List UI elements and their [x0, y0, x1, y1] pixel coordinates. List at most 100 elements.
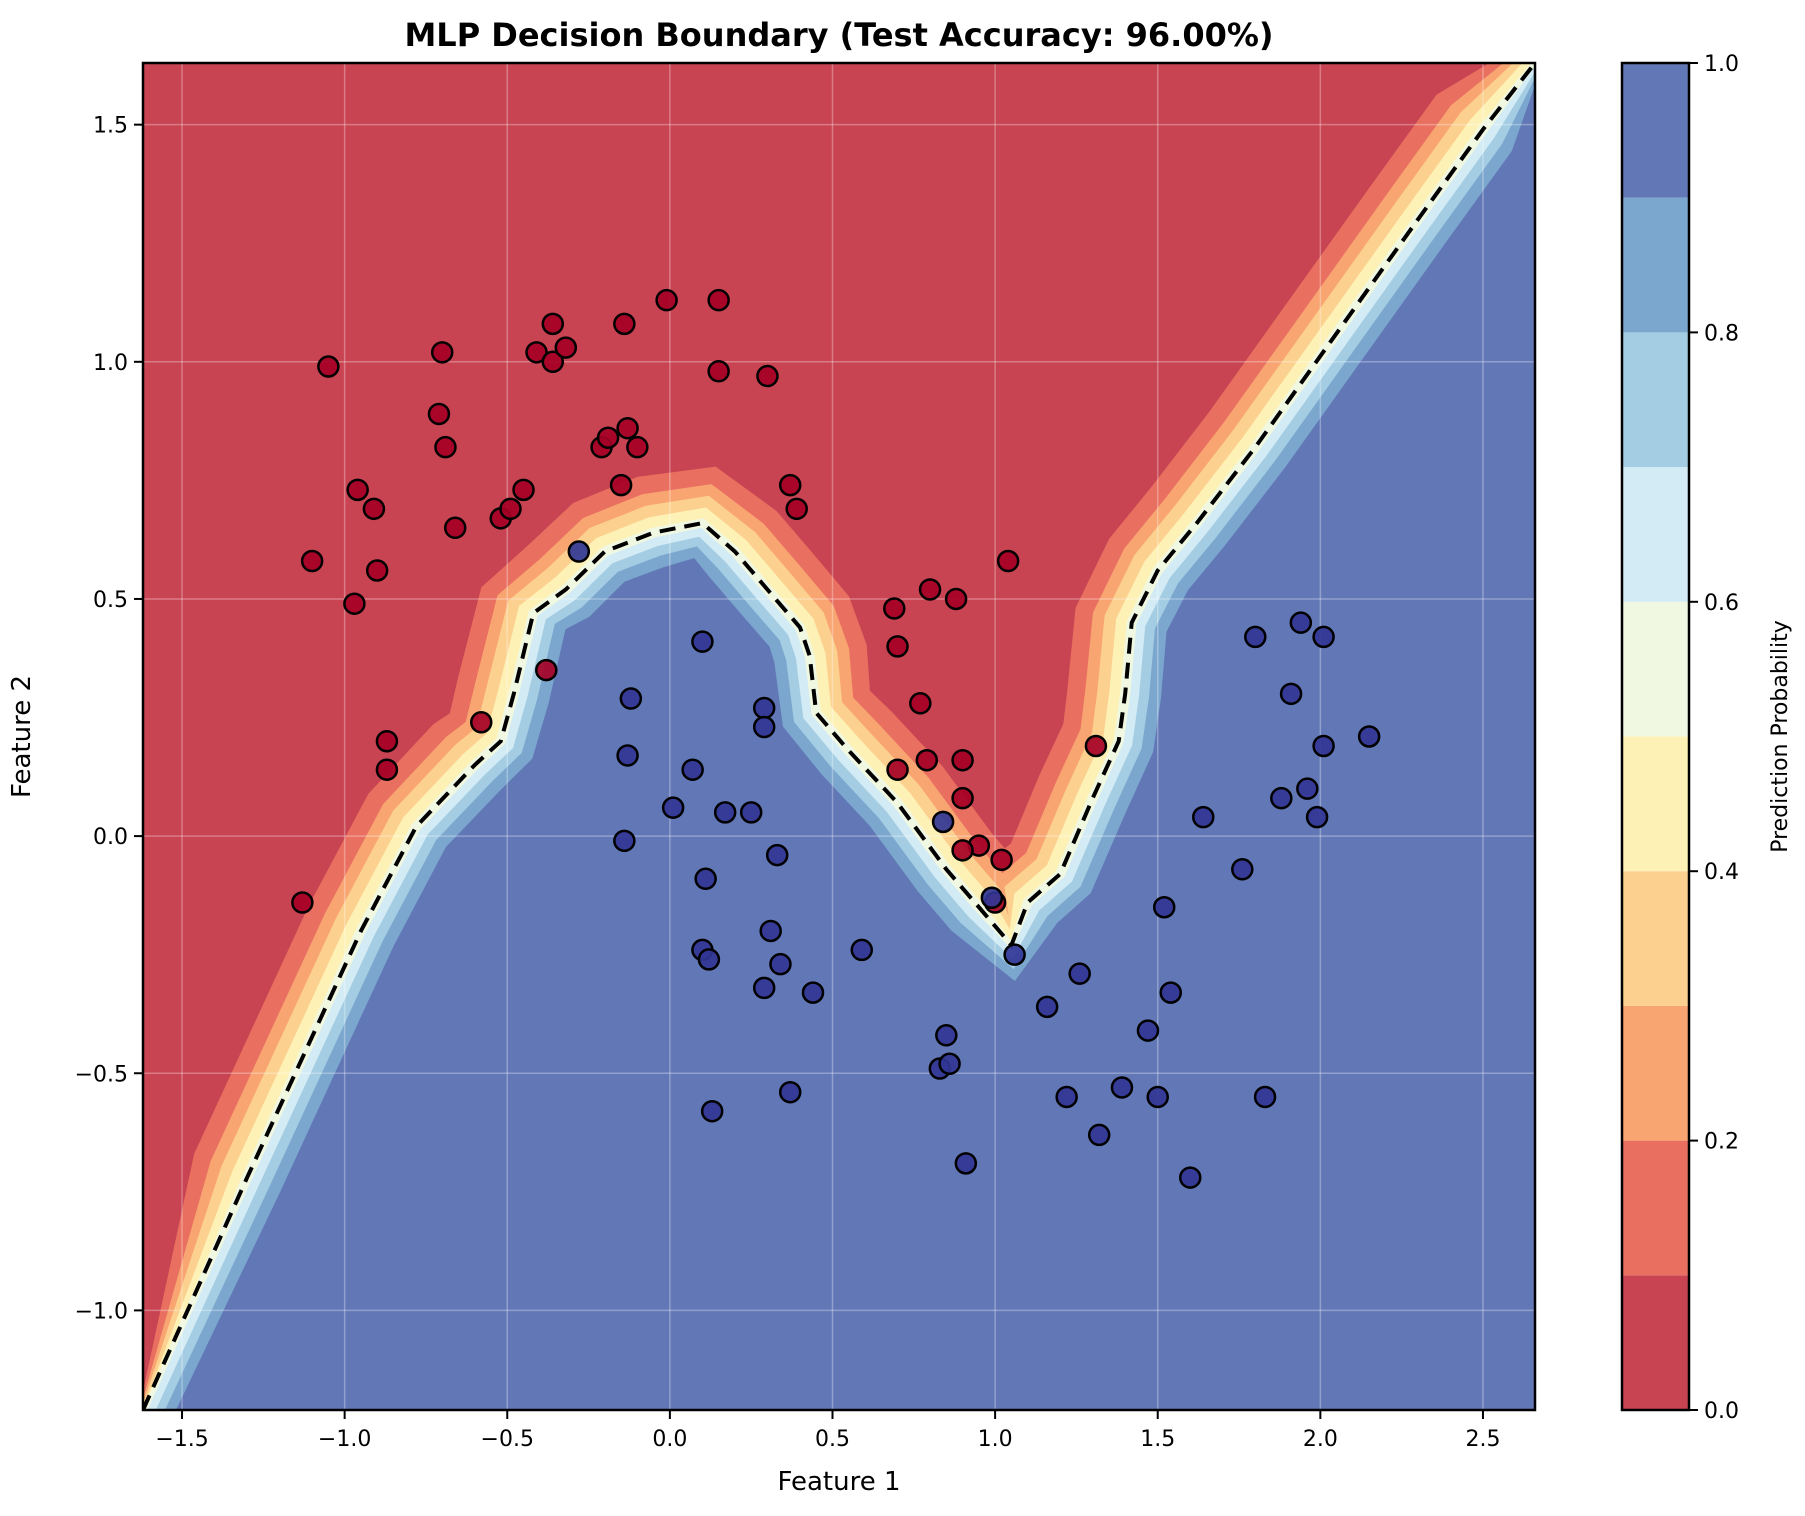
point-class-1 — [1055, 1085, 1078, 1109]
point-class-0 — [343, 592, 366, 615]
plot-area — [143, 63, 1535, 1410]
point-class-1 — [759, 919, 782, 943]
y-tick-label: 1.0 — [93, 351, 128, 376]
point-class-0 — [469, 711, 493, 734]
point-class-1 — [619, 687, 643, 710]
point-class-0 — [951, 748, 974, 772]
x-tick-label: 2.0 — [1303, 1427, 1338, 1452]
point-class-1 — [1179, 1166, 1202, 1189]
colorbar-band — [1622, 332, 1689, 468]
colorbar-bands — [1622, 63, 1689, 1410]
colorbar-tick-label: 0.4 — [1704, 860, 1739, 885]
point-class-1 — [681, 758, 704, 781]
point-class-0 — [430, 341, 454, 364]
point-class-1 — [1068, 962, 1091, 985]
colorbar-tick-label: 0.0 — [1704, 1399, 1739, 1424]
point-class-1 — [691, 630, 714, 653]
colorbar-band — [1622, 63, 1689, 198]
point-class-1 — [931, 810, 955, 834]
x-tick-label: 2.5 — [1465, 1427, 1500, 1452]
x-tick-label: −1.0 — [318, 1427, 371, 1452]
point-class-1 — [713, 801, 737, 824]
colorbar-band — [1622, 467, 1689, 602]
colorbar-tick-label: 0.2 — [1704, 1130, 1739, 1155]
plot-frame — [141, 61, 1537, 1412]
x-tick-label: −1.5 — [155, 1427, 208, 1452]
point-class-0 — [915, 748, 939, 772]
point-class-1 — [1192, 805, 1215, 829]
y-tick-label: −1.0 — [75, 1299, 128, 1324]
point-class-0 — [541, 312, 565, 336]
point-class-1 — [980, 886, 1004, 910]
point-class-0 — [443, 516, 467, 540]
point-class-1 — [752, 715, 776, 739]
colorbar-tick-label: 1.0 — [1704, 52, 1739, 77]
point-class-0 — [909, 692, 932, 715]
point-class-1 — [769, 952, 792, 976]
point-class-0 — [535, 658, 558, 682]
y-tick-label: 0.0 — [93, 825, 128, 850]
point-class-1 — [616, 744, 639, 767]
grid-lines — [143, 63, 1535, 1410]
point-class-1 — [694, 867, 717, 891]
point-class-1 — [700, 1099, 724, 1123]
point-class-1 — [850, 938, 874, 962]
chart-title: MLP Decision Boundary (Test Accuracy: 96… — [404, 16, 1273, 54]
point-class-0 — [317, 355, 340, 378]
point-class-0 — [918, 578, 942, 601]
point-class-1 — [938, 1052, 961, 1076]
point-class-0 — [427, 402, 451, 426]
colorbar-band — [1622, 1140, 1689, 1276]
point-class-1 — [1035, 995, 1059, 1019]
colorbar-band — [1622, 871, 1689, 1006]
point-class-0 — [626, 435, 649, 459]
point-class-0 — [375, 758, 399, 781]
x-tick-label: 0.0 — [652, 1427, 687, 1452]
point-class-1 — [739, 801, 763, 824]
point-class-1 — [752, 976, 776, 1000]
point-class-0 — [541, 350, 565, 374]
point-class-1 — [1231, 858, 1254, 881]
y-tick-label: −0.5 — [75, 1062, 128, 1087]
data-points — [291, 288, 1381, 1189]
colorbar-band — [1622, 1005, 1689, 1141]
x-tick-label: 1.5 — [1140, 1427, 1175, 1452]
point-class-0 — [996, 549, 1020, 573]
point-class-0 — [886, 635, 909, 658]
point-class-0 — [951, 786, 974, 810]
point-class-1 — [765, 843, 789, 867]
point-class-1 — [1244, 625, 1267, 649]
point-class-1 — [1296, 777, 1319, 800]
point-class-1 — [1159, 981, 1182, 1004]
point-class-0 — [944, 587, 968, 611]
point-class-0 — [362, 497, 386, 521]
point-class-0 — [1084, 734, 1108, 758]
point-class-0 — [655, 288, 678, 312]
point-class-0 — [499, 497, 522, 521]
point-class-0 — [375, 729, 399, 753]
point-class-1 — [935, 1024, 958, 1047]
colorbar-tick-label: 0.6 — [1704, 591, 1739, 616]
point-class-0 — [596, 426, 620, 449]
point-class-1 — [752, 696, 776, 720]
colorbar: 0.0 0.2 0.4 0.6 0.8 1.0 Prediction Probabilit… — [1620, 52, 1793, 1424]
colorbar-band — [1622, 197, 1689, 333]
point-class-1 — [1087, 1123, 1111, 1147]
point-class-0 — [554, 336, 578, 359]
point-class-0 — [512, 478, 535, 502]
x-tick-label: 0.5 — [815, 1427, 850, 1452]
point-class-0 — [951, 839, 974, 862]
point-class-0 — [883, 597, 906, 620]
point-class-0 — [613, 312, 636, 336]
point-class-1 — [1152, 895, 1176, 919]
point-class-1 — [1279, 682, 1303, 706]
point-class-0 — [291, 891, 314, 914]
point-class-1 — [1146, 1085, 1169, 1109]
point-class-0 — [886, 758, 909, 781]
point-class-1 — [1312, 734, 1335, 758]
point-class-0 — [300, 549, 324, 573]
point-class-1 — [1289, 611, 1313, 634]
point-class-1 — [1253, 1085, 1277, 1109]
point-class-1 — [778, 1080, 802, 1104]
